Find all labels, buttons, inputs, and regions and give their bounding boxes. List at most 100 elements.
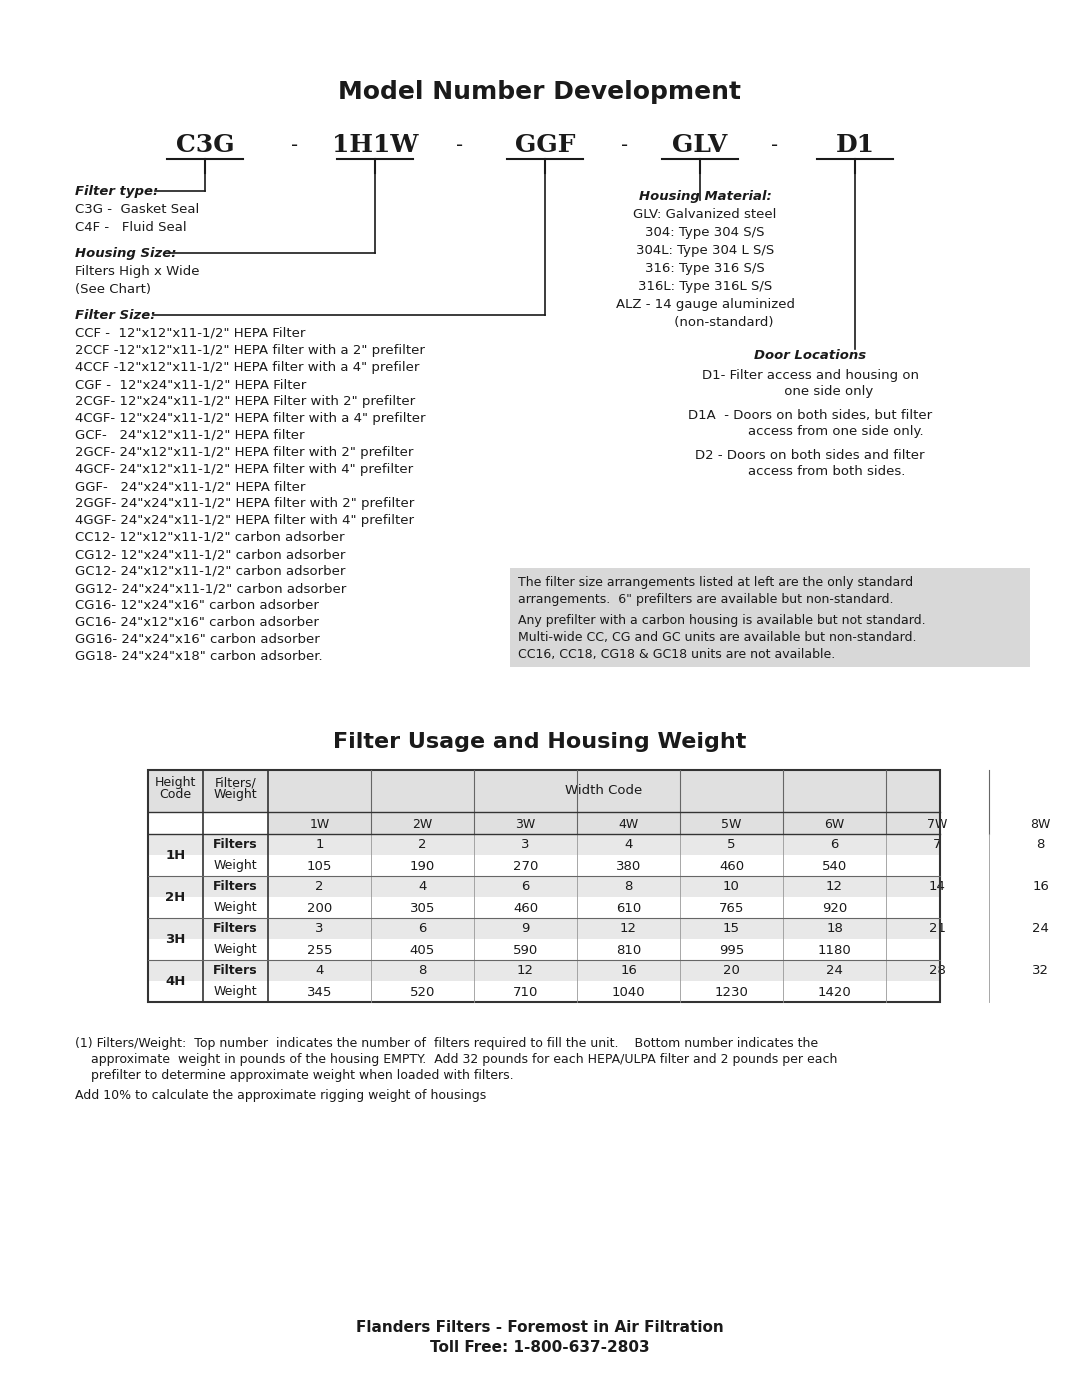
Text: -: - bbox=[457, 136, 463, 155]
Text: 305: 305 bbox=[409, 901, 435, 915]
Text: 4W: 4W bbox=[619, 819, 638, 831]
Text: 5W: 5W bbox=[721, 819, 742, 831]
Text: 345: 345 bbox=[307, 985, 333, 999]
Text: 1W: 1W bbox=[309, 819, 329, 831]
Text: Weight: Weight bbox=[214, 985, 257, 999]
Text: 5: 5 bbox=[727, 838, 735, 852]
Text: CC12- 12"x12"x11-1/2" carbon adsorber: CC12- 12"x12"x11-1/2" carbon adsorber bbox=[75, 531, 345, 543]
Text: 8: 8 bbox=[1037, 838, 1044, 852]
Text: access from both sides.: access from both sides. bbox=[714, 465, 906, 478]
Text: 995: 995 bbox=[719, 943, 744, 957]
Text: 14: 14 bbox=[929, 880, 946, 894]
Text: 6: 6 bbox=[831, 838, 839, 852]
Text: 4H: 4H bbox=[165, 975, 186, 988]
Text: 190: 190 bbox=[410, 859, 435, 873]
Text: Height: Height bbox=[154, 775, 197, 789]
Text: (non-standard): (non-standard) bbox=[636, 316, 773, 330]
Text: 2W: 2W bbox=[413, 819, 433, 831]
Text: 520: 520 bbox=[409, 985, 435, 999]
Text: 1230: 1230 bbox=[715, 985, 748, 999]
Text: Housing Size:: Housing Size: bbox=[75, 247, 176, 260]
Text: 21: 21 bbox=[929, 922, 946, 936]
Text: 6: 6 bbox=[522, 880, 529, 894]
Text: 4GCF- 24"x12"x11-1/2" HEPA filter with 4" prefilter: 4GCF- 24"x12"x11-1/2" HEPA filter with 4… bbox=[75, 462, 414, 476]
Text: Filters High x Wide: Filters High x Wide bbox=[75, 265, 200, 278]
Text: (See Chart): (See Chart) bbox=[75, 284, 151, 296]
Text: Weight: Weight bbox=[214, 943, 257, 957]
Text: 10: 10 bbox=[724, 880, 740, 894]
Bar bbox=[148, 834, 940, 855]
Text: 32: 32 bbox=[1032, 964, 1049, 978]
Text: ALZ - 14 gauge aluminized: ALZ - 14 gauge aluminized bbox=[616, 298, 795, 312]
Bar bbox=[148, 876, 940, 897]
Text: 2GGF- 24"x24"x11-1/2" HEPA filter with 2" prefilter: 2GGF- 24"x24"x11-1/2" HEPA filter with 2… bbox=[75, 497, 415, 510]
Text: Housing Material:: Housing Material: bbox=[638, 190, 771, 203]
Text: Flanders Filters - Foremost in Air Filtration: Flanders Filters - Foremost in Air Filtr… bbox=[356, 1320, 724, 1336]
Text: Filters: Filters bbox=[213, 838, 258, 852]
Text: 8W: 8W bbox=[1030, 819, 1051, 831]
Text: 380: 380 bbox=[616, 859, 642, 873]
Text: CC16, CC18, CG18 & GC18 units are not available.: CC16, CC18, CG18 & GC18 units are not av… bbox=[518, 648, 835, 661]
Text: 3: 3 bbox=[315, 922, 324, 936]
Text: C4F -   Fluid Seal: C4F - Fluid Seal bbox=[75, 221, 187, 235]
Text: Weight: Weight bbox=[214, 901, 257, 915]
Text: 16: 16 bbox=[620, 964, 637, 978]
Text: approximate  weight in pounds of the housing EMPTY.  Add 32 pounds for each HEPA: approximate weight in pounds of the hous… bbox=[75, 1053, 837, 1066]
Text: 710: 710 bbox=[513, 985, 538, 999]
Text: 6W: 6W bbox=[824, 819, 845, 831]
Text: Width Code: Width Code bbox=[565, 784, 643, 798]
Text: 304L: Type 304 L S/S: 304L: Type 304 L S/S bbox=[636, 244, 774, 257]
Text: CG16- 12"x24"x16" carbon adsorber: CG16- 12"x24"x16" carbon adsorber bbox=[75, 599, 319, 612]
Text: Filters: Filters bbox=[213, 922, 258, 936]
Text: 24: 24 bbox=[826, 964, 842, 978]
Text: 765: 765 bbox=[719, 901, 744, 915]
Text: GLV: Galvanized steel: GLV: Galvanized steel bbox=[633, 208, 777, 221]
Text: CGF -  12"x24"x11-1/2" HEPA Filter: CGF - 12"x24"x11-1/2" HEPA Filter bbox=[75, 379, 307, 391]
Text: -: - bbox=[621, 136, 629, 155]
Text: 4: 4 bbox=[418, 880, 427, 894]
Text: -: - bbox=[771, 136, 779, 155]
Text: D1: D1 bbox=[836, 133, 875, 156]
Text: 7: 7 bbox=[933, 838, 942, 852]
Text: GC12- 24"x12"x11-1/2" carbon adsorber: GC12- 24"x12"x11-1/2" carbon adsorber bbox=[75, 564, 346, 578]
Text: 6: 6 bbox=[418, 922, 427, 936]
Text: 16: 16 bbox=[1032, 880, 1049, 894]
Text: 3: 3 bbox=[522, 838, 530, 852]
Text: Filters/: Filters/ bbox=[215, 775, 256, 789]
Text: 200: 200 bbox=[307, 901, 333, 915]
Text: Filters: Filters bbox=[213, 964, 258, 978]
Text: 1H1W: 1H1W bbox=[332, 133, 418, 156]
Text: C3G: C3G bbox=[176, 133, 234, 156]
Text: GGF-   24"x24"x11-1/2" HEPA filter: GGF- 24"x24"x11-1/2" HEPA filter bbox=[75, 481, 306, 493]
Text: Filters: Filters bbox=[213, 880, 258, 894]
Bar bbox=[510, 569, 1030, 666]
Text: 810: 810 bbox=[616, 943, 642, 957]
Text: 610: 610 bbox=[616, 901, 642, 915]
Text: Filter Usage and Housing Weight: Filter Usage and Housing Weight bbox=[334, 732, 746, 752]
Text: Weight: Weight bbox=[214, 788, 257, 800]
Text: CCF -  12"x12"x11-1/2" HEPA Filter: CCF - 12"x12"x11-1/2" HEPA Filter bbox=[75, 327, 306, 339]
Text: 24: 24 bbox=[1032, 922, 1049, 936]
Text: 28: 28 bbox=[929, 964, 946, 978]
Text: 316: Type 316 S/S: 316: Type 316 S/S bbox=[645, 263, 765, 275]
Text: GGF: GGF bbox=[515, 133, 576, 156]
Text: 460: 460 bbox=[719, 859, 744, 873]
Text: 405: 405 bbox=[410, 943, 435, 957]
Text: one side only: one side only bbox=[746, 386, 874, 398]
Text: GG18- 24"x24"x18" carbon adsorber.: GG18- 24"x24"x18" carbon adsorber. bbox=[75, 650, 323, 664]
Text: 2H: 2H bbox=[165, 891, 186, 904]
Text: 1: 1 bbox=[315, 838, 324, 852]
Text: 255: 255 bbox=[307, 943, 333, 957]
Text: 2CGF- 12"x24"x11-1/2" HEPA Filter with 2" prefilter: 2CGF- 12"x24"x11-1/2" HEPA Filter with 2… bbox=[75, 395, 415, 408]
Text: 1420: 1420 bbox=[818, 985, 851, 999]
Text: 316L: Type 316L S/S: 316L: Type 316L S/S bbox=[638, 279, 772, 293]
Text: 4GGF- 24"x24"x11-1/2" HEPA filter with 4" prefilter: 4GGF- 24"x24"x11-1/2" HEPA filter with 4… bbox=[75, 514, 414, 527]
Text: Weight: Weight bbox=[214, 859, 257, 873]
Text: 1040: 1040 bbox=[611, 985, 646, 999]
Text: 12: 12 bbox=[517, 964, 534, 978]
Text: Any prefilter with a carbon housing is available but not standard.: Any prefilter with a carbon housing is a… bbox=[518, 615, 926, 627]
Text: The filter size arrangements listed at left are the only standard: The filter size arrangements listed at l… bbox=[518, 576, 913, 590]
Text: 9: 9 bbox=[522, 922, 529, 936]
Text: 2CCF -12"x12"x11-1/2" HEPA filter with a 2" prefilter: 2CCF -12"x12"x11-1/2" HEPA filter with a… bbox=[75, 344, 424, 358]
Text: prefilter to determine approximate weight when loaded with filters.: prefilter to determine approximate weigh… bbox=[75, 1069, 514, 1083]
